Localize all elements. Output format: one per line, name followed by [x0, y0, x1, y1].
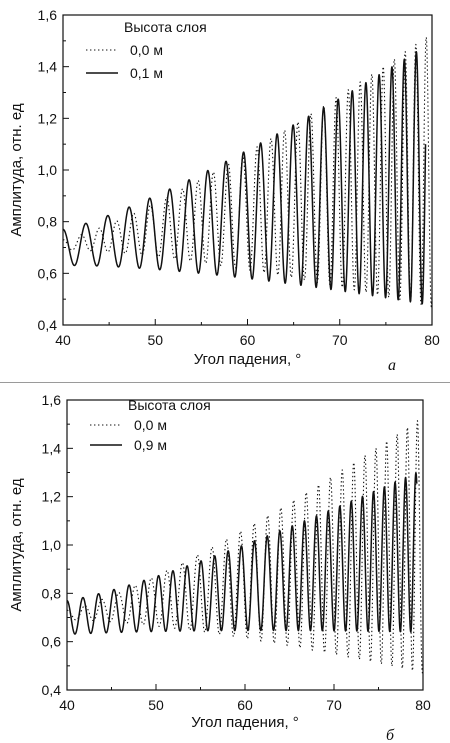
chart-panel-b: 40 50 60 70 80 0,4 0,6 0,8 1,0 1,2 1,4 1,6 Амплитуд… [8, 392, 431, 743]
x-axis-label-a: Угол падения, ° [194, 351, 302, 368]
y-axis-label-a: Амплитуда, отн. ед [8, 103, 25, 237]
legend-title-a: Высота слоя [124, 19, 207, 35]
x-tick-label-b: 60 [237, 697, 253, 713]
y-tick-label-b: 1,0 [42, 537, 62, 553]
y-tick-label-b: 1,2 [42, 489, 62, 505]
y-tick-label-b: 0,8 [42, 585, 62, 601]
legend-entry-a-series-0: 0,0 м [130, 42, 163, 58]
panel-label-b: б [386, 727, 395, 743]
x-tick-label-a: 60 [240, 332, 256, 348]
x-tick-label-b: 40 [59, 697, 75, 713]
x-tick-label-b: 70 [326, 697, 342, 713]
y-tick-label-a: 0,4 [38, 317, 58, 333]
x-tick-label-a: 80 [424, 332, 440, 348]
panel-label-a: а [388, 357, 396, 374]
series-line-b-0 [67, 420, 423, 674]
plot-lines-a [63, 36, 432, 308]
legend-entry-b-series-1: 0,9 м [134, 437, 167, 453]
y-tick-label-b: 0,4 [42, 682, 62, 698]
y-axis-label-b: Амплитуда, отн. ед [8, 478, 25, 612]
ticks-a: 40 50 60 70 80 0,4 0,6 0,8 1,0 1,2 1,4 1,6 [38, 7, 440, 348]
y-tick-label-a: 1,4 [38, 59, 58, 75]
plot-lines-b [67, 420, 423, 674]
plot-frame-b [66, 399, 424, 691]
legend-entry-b-series-0: 0,0 м [134, 417, 167, 433]
y-tick-label-a: 0,8 [38, 214, 58, 230]
ticks-b: 40 50 60 70 80 0,4 0,6 0,8 1,0 1,2 1,4 1,6 [42, 392, 431, 713]
y-tick-label-b: 1,6 [42, 392, 62, 408]
legend-a: Высота слоя 0,0 м 0,1 м [86, 19, 207, 81]
legend-b: Высота слоя 0,0 м 0,9 м [90, 397, 211, 453]
y-tick-label-a: 1,6 [38, 7, 58, 23]
chart-panel-a: 40 50 60 70 80 0,4 0,6 0,8 1,0 1,2 1,4 1,6 Амплитуд… [8, 7, 440, 374]
y-tick-label-b: 0,6 [42, 634, 62, 650]
x-tick-label-a: 70 [332, 332, 348, 348]
x-tick-label-a: 40 [55, 332, 71, 348]
y-tick-label-a: 1,2 [38, 110, 58, 126]
series-line-a-1 [63, 51, 427, 305]
y-tick-label-b: 1,4 [42, 440, 62, 456]
x-tick-label-a: 50 [147, 332, 163, 348]
legend-title-b: Высота слоя [128, 397, 211, 413]
x-tick-label-b: 50 [148, 697, 164, 713]
series-line-b-1 [67, 472, 418, 635]
legend-entry-a-series-1: 0,1 м [130, 65, 163, 81]
x-tick-label-b: 80 [415, 697, 431, 713]
series-line-a-0 [63, 36, 432, 308]
y-tick-label-a: 0,6 [38, 265, 58, 281]
x-axis-label-b: Угол падения, ° [191, 714, 299, 731]
panel-separator [0, 382, 450, 383]
y-tick-label-a: 1,0 [38, 162, 58, 178]
